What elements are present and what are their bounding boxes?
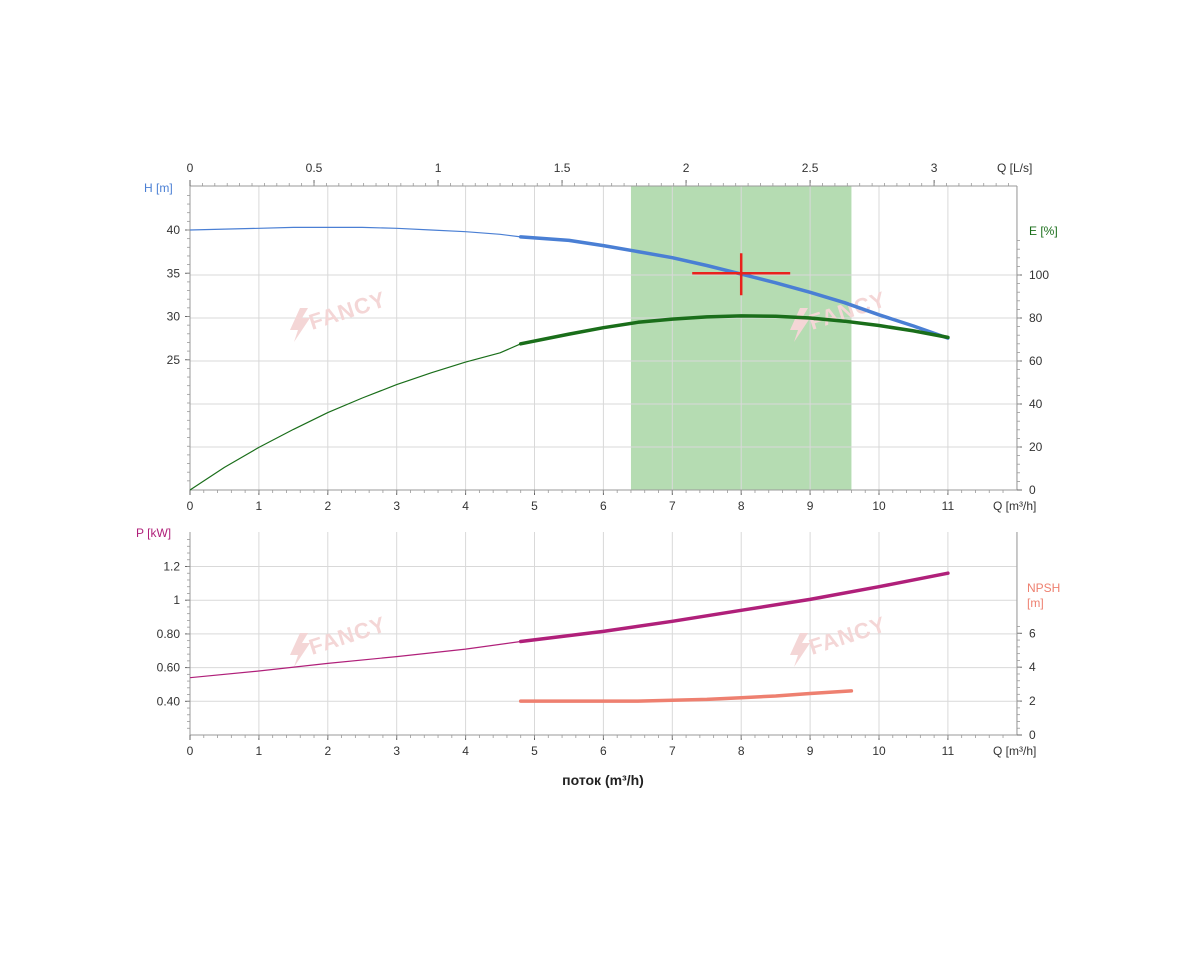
y-axis-npsh-title-unit: [m] [1027,596,1044,610]
npsh-curve [518,689,854,703]
y-axis-head-tick-label: 35 [167,266,181,280]
watermark-logo-icon [790,633,810,667]
efficiency-curve [518,314,950,346]
x-axis-q-m3h-tick-label: 2 [324,499,331,513]
x-axis-q-m3h-tick-label: 7 [669,744,676,758]
y-axis-power-title: P [kW] [136,526,171,540]
x-axis-top-tick-label: 2 [683,161,690,175]
y-axis-eff-tick-label: 40 [1029,397,1043,411]
watermark-logo-icon [290,308,310,342]
x-axis-q-m3h-tick-label: 8 [738,499,745,513]
y-axis-head-tick-label: 30 [167,310,181,324]
x-axis-q-m3h-tick-label: 9 [807,499,814,513]
y-axis-eff-tick-label: 100 [1029,268,1049,282]
x-axis-label: поток (m³/h) [562,772,644,788]
x-axis-q-m3h-tick-label: 4 [462,744,469,758]
x-axis-q-m3h-tick-label: 0 [187,499,194,513]
y-axis-head-title: H [m] [144,181,173,195]
y-axis-npsh-tick-label: 6 [1029,626,1036,640]
y-axis-power-tick-label: 1 [173,593,180,607]
x-axis-q-m3h-tick-label: 5 [531,499,538,513]
watermark-text: FANCY [306,611,389,659]
y-axis-power-tick-label: 0.40 [157,694,181,708]
x-axis-top-tick-label: 2.5 [802,161,819,175]
x-axis-q-m3h-tick-label: 1 [256,499,263,513]
y-axis-eff-tick-label: 20 [1029,440,1043,454]
x-axis-q-m3h-tick-label: 2 [324,744,331,758]
watermark-text: FANCY [806,611,889,659]
x-axis-q-m3h-tick-label: 10 [872,499,886,513]
x-axis-q-m3h-tick-label: 11 [942,744,955,758]
power-curve [518,571,950,644]
y-axis-npsh-tick-label: 2 [1029,694,1036,708]
y-axis-eff-tick-label: 0 [1029,483,1036,497]
x-axis-top-tick-label: 1 [435,161,442,175]
x-axis-title: Q [m³/h] [993,499,1036,513]
watermark-logo-icon [290,633,310,667]
x-axis-top-tick-label: 1.5 [554,161,571,175]
x-axis-q-m3h-tick-label: 4 [462,499,469,513]
x-axis-q-m3h-tick-label: 8 [738,744,745,758]
y-axis-npsh-title: NPSH [1027,581,1060,595]
y-axis-npsh-tick-label: 0 [1029,728,1036,742]
x-axis-q-m3h-tick-label: 6 [600,744,607,758]
x-axis-top-tick-label: 0 [187,161,194,175]
y-axis-eff-tick-label: 80 [1029,311,1043,325]
y-axis-eff-title: E [%] [1029,224,1058,238]
y-axis-npsh-tick-label: 4 [1029,660,1036,674]
x-axis-title: Q [m³/h] [993,744,1036,758]
x-axis-q-m3h-tick-label: 9 [807,744,814,758]
efficiency-curve-thin [189,343,521,491]
x-axis-q-m3h-tick-label: 11 [942,499,955,513]
x-axis-top-tick-label: 3 [931,161,938,175]
x-axis-q-m3h-tick-label: 10 [872,744,886,758]
y-axis-power-tick-label: 1.2 [163,560,180,574]
x-axis-q-m3h-tick-label: 7 [669,499,676,513]
watermark-logo-icon [790,308,810,342]
x-axis-q-m3h-tick-label: 1 [256,744,263,758]
power-curve-thin [189,640,521,679]
y-axis-power-tick-label: 0.80 [157,627,181,641]
x-axis-q-m3h-tick-label: 3 [393,499,400,513]
y-axis-eff-tick-label: 60 [1029,354,1043,368]
x-axis-q-m3h-tick-label: 3 [393,744,400,758]
head-curve-thin [189,226,521,238]
y-axis-power-tick-label: 0.60 [157,661,181,675]
x-axis-q-m3h-tick-label: 0 [187,744,194,758]
y-axis-head-tick-label: 25 [167,353,181,367]
y-axis-head-tick-label: 40 [167,223,181,237]
x-axis-q-m3h-tick-label: 5 [531,744,538,758]
x-axis-top-title: Q [L/s] [997,161,1032,175]
x-axis-top-tick-label: 0.5 [306,161,323,175]
x-axis-q-m3h-tick-label: 6 [600,499,607,513]
